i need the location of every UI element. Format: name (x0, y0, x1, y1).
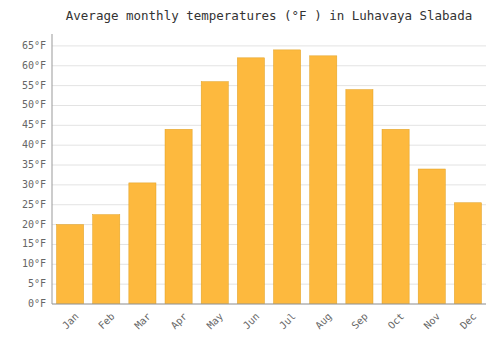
chart: 0°F 5°F 10°F 15°F 20°F 25°F 30°F 35°F 40°F 45°F 50… (0, 0, 500, 350)
grid-line (52, 105, 486, 106)
y-tick-label: 10°F (22, 258, 46, 269)
bar (57, 225, 84, 304)
grid (52, 46, 486, 304)
x-axis: Jan Feb Mar Apr May Jun Jul Aug Sep Oct Nov Dec (60, 311, 478, 332)
y-axis: 0°F 5°F 10°F 15°F 20°F 25°F 30°F 35°F 40°F 45°F 50… (22, 40, 46, 309)
grid-line (52, 304, 486, 305)
title: Average monthly temperatures (°F ) in Lu… (66, 8, 472, 23)
x-tick-label: Oct (386, 311, 407, 332)
bar (454, 203, 481, 304)
y-tick-label: 45°F (22, 119, 46, 130)
x-tick-label: Dec (458, 311, 479, 332)
x-tick-label: Nov (422, 311, 443, 332)
x-tick-label: Jan (60, 311, 81, 332)
y-tick-label: 65°F (22, 40, 46, 51)
y-tick-label: 60°F (22, 60, 46, 71)
y-tick-label: 20°F (22, 219, 46, 230)
x-tick-label: Mar (132, 311, 153, 332)
bar (129, 183, 156, 304)
y-tick-label: 25°F (22, 199, 46, 210)
y-axis-line (52, 34, 53, 304)
grid-line (52, 85, 486, 86)
x-tick-label: May (205, 311, 226, 332)
bar (418, 169, 445, 304)
y-tick-label: 5°F (28, 278, 46, 289)
y-tick-label: 50°F (22, 99, 46, 110)
bar (237, 58, 264, 304)
x-tick-label: Aug (313, 311, 334, 332)
y-tick-label: 35°F (22, 159, 46, 170)
x-tick-label: Sep (349, 311, 370, 332)
grid-line (52, 145, 486, 146)
y-tick-label: 55°F (22, 80, 46, 91)
x-tick-label: Feb (96, 311, 117, 332)
bar (310, 56, 337, 304)
grid-line (52, 65, 486, 66)
y-tick-label: 40°F (22, 139, 46, 150)
bar (201, 82, 228, 304)
grid-line (52, 125, 486, 126)
grid-line (52, 165, 486, 166)
bar (274, 50, 301, 304)
x-tick-label: Jun (241, 311, 262, 332)
grid-line (52, 45, 486, 46)
bar (165, 129, 192, 304)
y-tick-label: 30°F (22, 179, 46, 190)
bar (346, 90, 373, 304)
y-tick-label: 0°F (28, 298, 46, 309)
x-tick-label: Jul (277, 311, 298, 332)
x-tick-label: Apr (169, 311, 190, 332)
y-tick-label: 15°F (22, 238, 46, 249)
x-axis-line (52, 304, 486, 305)
bar (93, 215, 120, 304)
bars (57, 50, 482, 304)
bar (382, 129, 409, 304)
